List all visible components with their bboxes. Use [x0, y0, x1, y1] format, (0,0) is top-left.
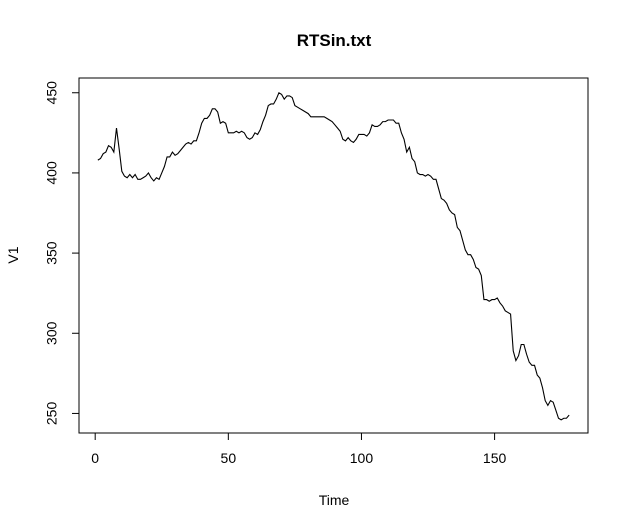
- y-tick-label: 400: [44, 161, 60, 185]
- x-axis-label: Time: [319, 492, 350, 508]
- series-line: [97, 91, 570, 421]
- y-tick-label: 450: [44, 81, 60, 105]
- y-tick-label: 300: [44, 321, 60, 345]
- y-axis-label: V1: [5, 246, 21, 263]
- x-tick-label: 50: [221, 450, 237, 466]
- y-tick-label: 250: [44, 402, 60, 426]
- y-tick-label: 350: [44, 241, 60, 265]
- x-tick-label: 150: [483, 450, 507, 466]
- plot-frame: [78, 77, 589, 434]
- x-tick-label: 0: [91, 450, 99, 466]
- x-tick-label: 100: [350, 450, 374, 466]
- chart-title: RTSin.txt: [297, 31, 372, 50]
